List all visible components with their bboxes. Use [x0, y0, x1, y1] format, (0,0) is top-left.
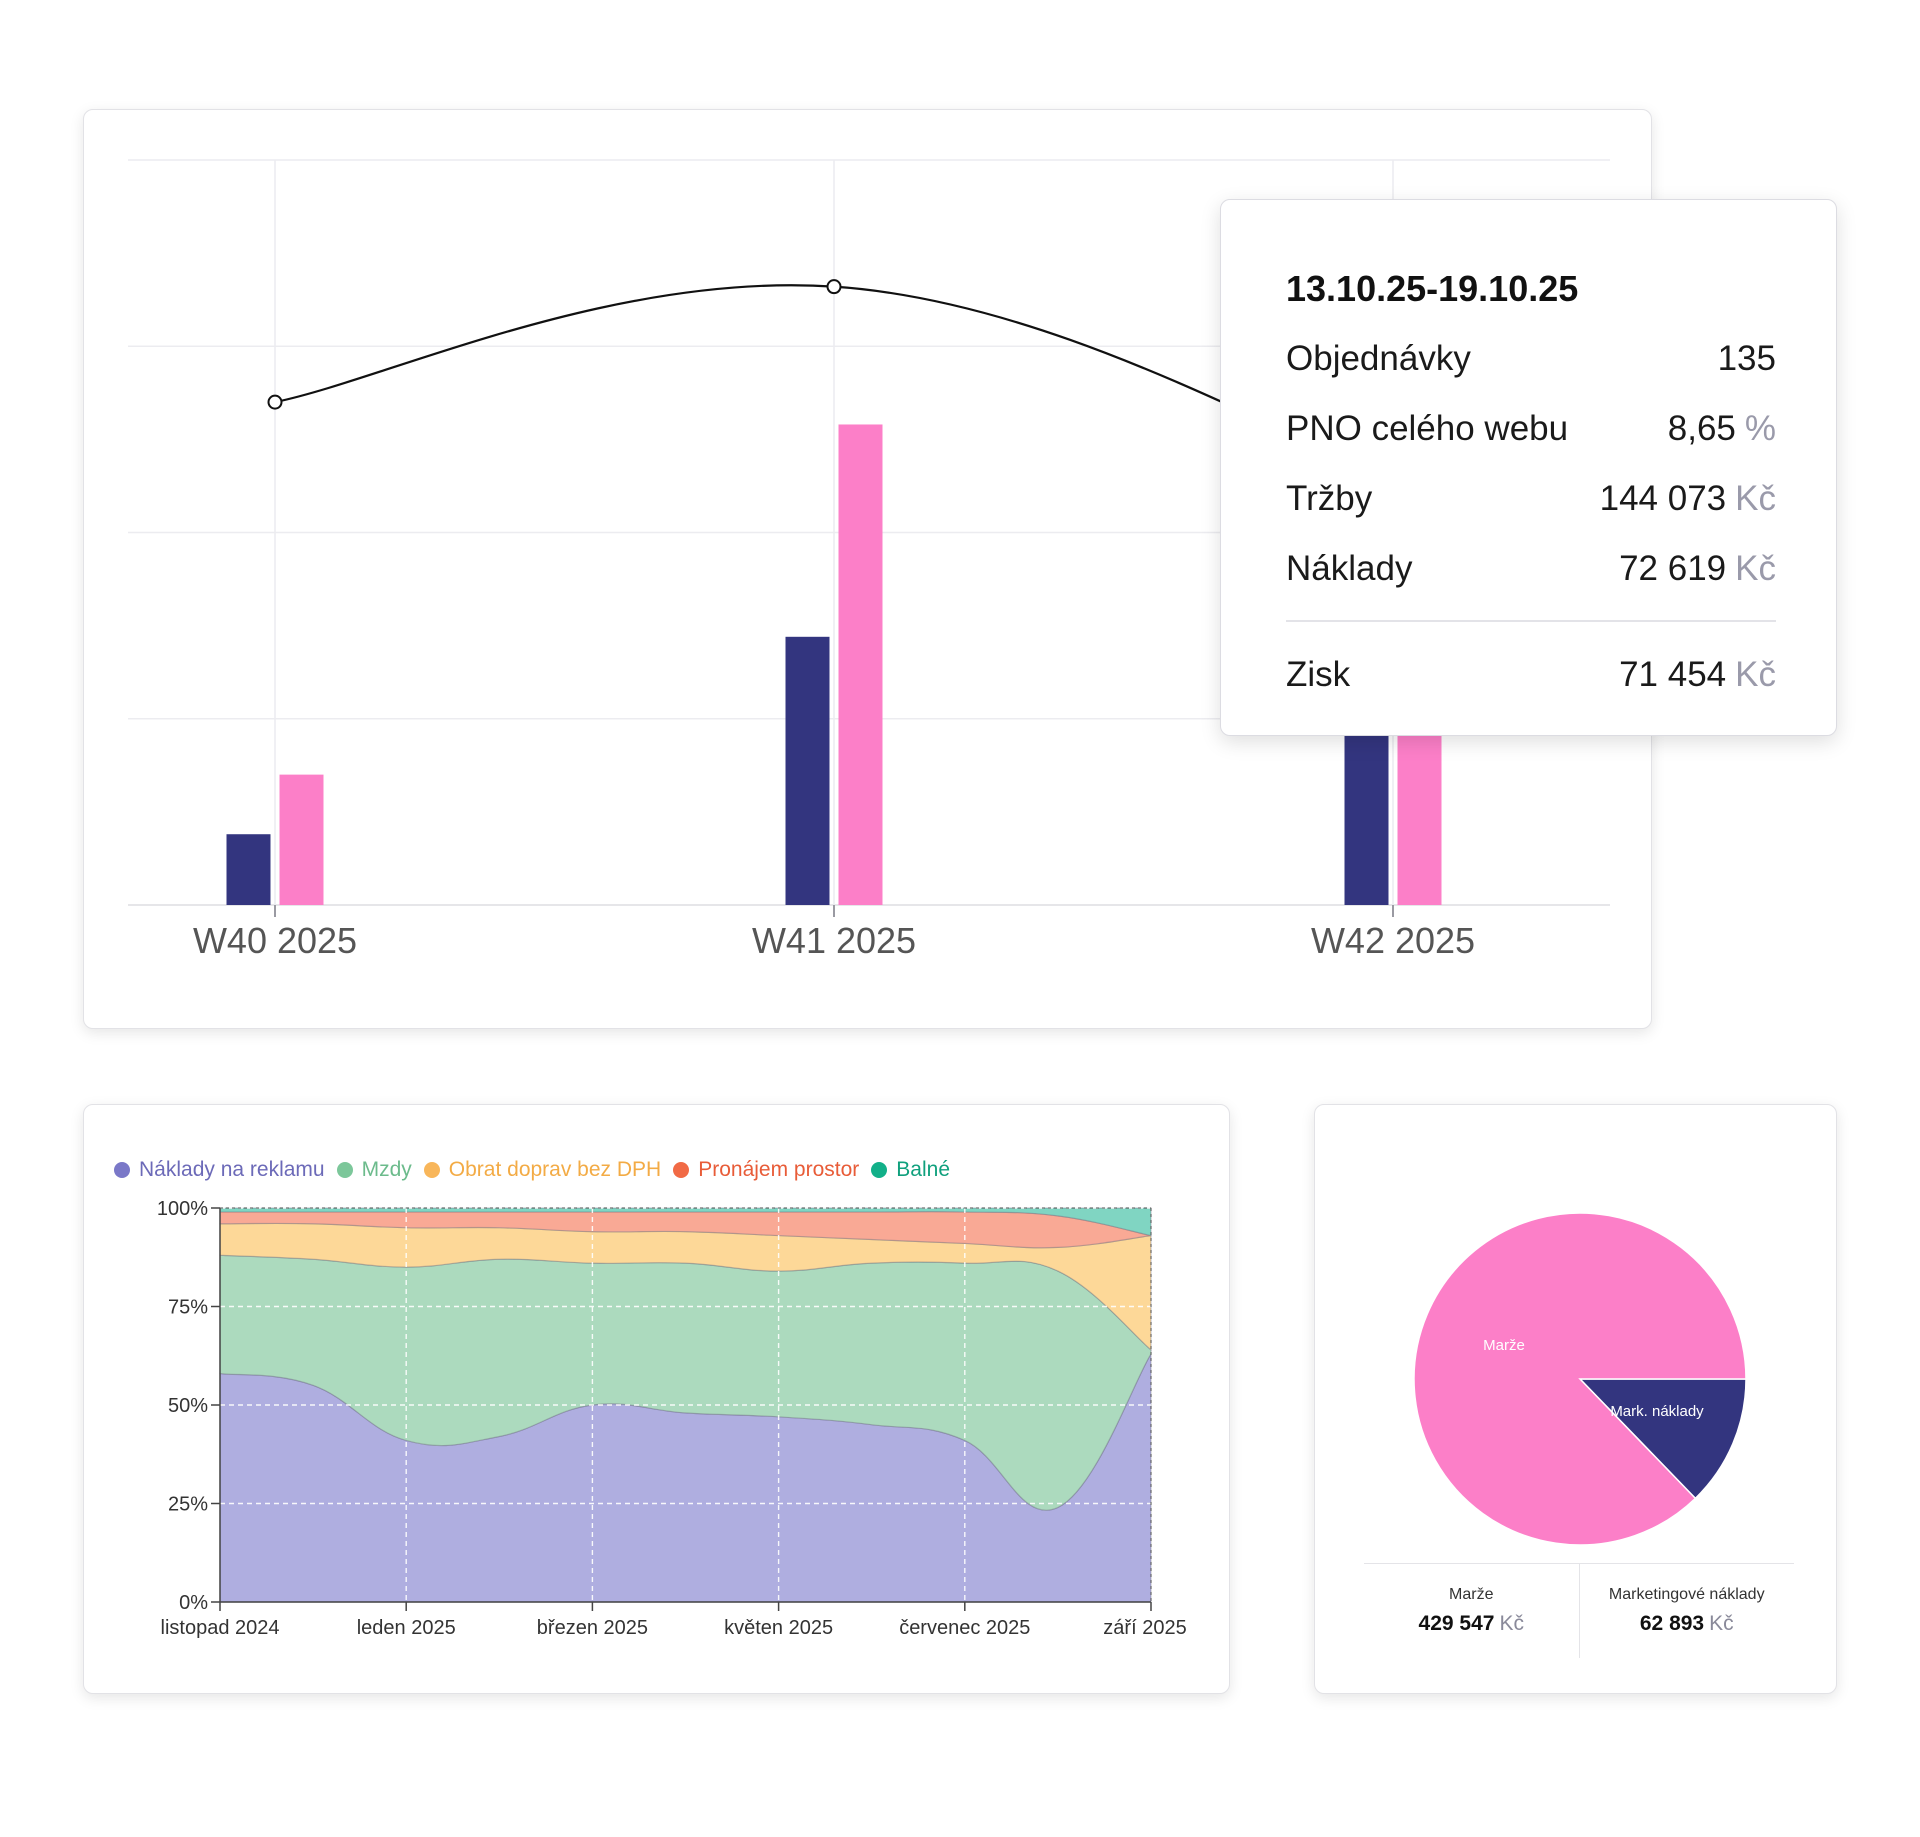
pie-summary-margin: Marže 429 547 Kč [1418, 1586, 1524, 1635]
pie-summary-marketing: Marketingové náklady 62 893 Kč [1578, 1564, 1795, 1658]
area-series [219, 1254, 1152, 1511]
bar-navy [785, 636, 830, 905]
tooltip-row-label: PNO celého webu [1286, 409, 1569, 448]
legend-item[interactable]: Mzdy [336, 1158, 412, 1182]
tooltip-row-value: 144 073 Kč [1599, 479, 1776, 518]
bar-pink [279, 774, 324, 905]
tooltip-row-costs: Náklady 72 619 Kč [1286, 544, 1776, 594]
y-tick-label: 100% [157, 1198, 208, 1220]
legend-item[interactable]: Obrat doprav bez DPH [423, 1158, 661, 1182]
x-tick-label: červenec 2025 [899, 1617, 1030, 1639]
x-tick-label: listopad 2024 [161, 1617, 280, 1639]
y-tick-label: 50% [168, 1395, 208, 1417]
area-series [219, 1207, 1152, 1237]
legend-dot [423, 1162, 440, 1178]
stacked-chart-legend: Náklady na reklamu Mzdy Obrat doprav bez… [114, 1158, 962, 1182]
x-tick-label: září 2025 [1103, 1617, 1186, 1639]
x-tick-label: W41 2025 [752, 920, 916, 961]
line-point [826, 279, 842, 295]
legend-dot [871, 1162, 888, 1178]
bar-navy [1344, 718, 1389, 905]
legend-dot [336, 1162, 353, 1178]
x-tick-label: březen 2025 [537, 1617, 648, 1639]
tooltip-row-value: 71 454 Kč [1619, 655, 1776, 694]
tooltip-row-pno: PNO celého webu 8,65% [1286, 404, 1776, 454]
tooltip-row-profit: Zisk 71 454 Kč [1286, 650, 1776, 700]
legend-item[interactable]: Balné [871, 1158, 950, 1182]
tooltip-row-revenue: Tržby 144 073 Kč [1286, 474, 1776, 524]
legend-dot [114, 1162, 130, 1178]
bar-pink [1397, 718, 1442, 905]
tooltip-divider [1286, 620, 1776, 622]
chart-tooltip: 13.10.25-19.10.25 Objednávky 135 PNO cel… [1220, 199, 1837, 736]
bar-navy [226, 834, 271, 905]
pie-label: Marže [1483, 1337, 1525, 1354]
pie-slice [1578, 1378, 1747, 1500]
x-tick-label: W40 2025 [193, 920, 357, 961]
tooltip-title: 13.10.25-19.10.25 [1286, 268, 1579, 309]
y-tick-label: 25% [168, 1494, 208, 1516]
x-tick-label: leden 2025 [357, 1617, 456, 1639]
line-point [267, 394, 283, 410]
y-tick-label: 75% [168, 1297, 208, 1319]
area-series [219, 1222, 1152, 1352]
pie-slice [1413, 1212, 1747, 1546]
tooltip-row-value: 135 [1717, 339, 1776, 378]
tooltip-row-value: 72 619 Kč [1619, 549, 1776, 588]
tooltip-row-label: Tržby [1286, 479, 1373, 518]
tooltip-row-label: Zisk [1286, 655, 1351, 694]
bar-pink [838, 424, 883, 905]
x-tick-label: květen 2025 [724, 1617, 833, 1639]
y-tick-label: 0% [179, 1592, 208, 1614]
tooltip-row-label: Objednávky [1286, 339, 1471, 378]
legend-dot [673, 1162, 690, 1178]
legend-item[interactable]: Pronájem prostor [673, 1158, 859, 1182]
tooltip-row-value: 8,65% [1667, 409, 1776, 448]
tooltip-row-label: Náklady [1286, 549, 1413, 588]
pie-label: Mark. náklady [1610, 1403, 1704, 1420]
legend-item[interactable]: Náklady na reklamu [114, 1158, 325, 1182]
pie-summary: Marže 429 547 Kč Marketingové náklady 62 … [1364, 1563, 1794, 1658]
x-tick-label: W42 2025 [1311, 920, 1475, 961]
tooltip-row-orders: Objednávky 135 [1286, 334, 1776, 384]
